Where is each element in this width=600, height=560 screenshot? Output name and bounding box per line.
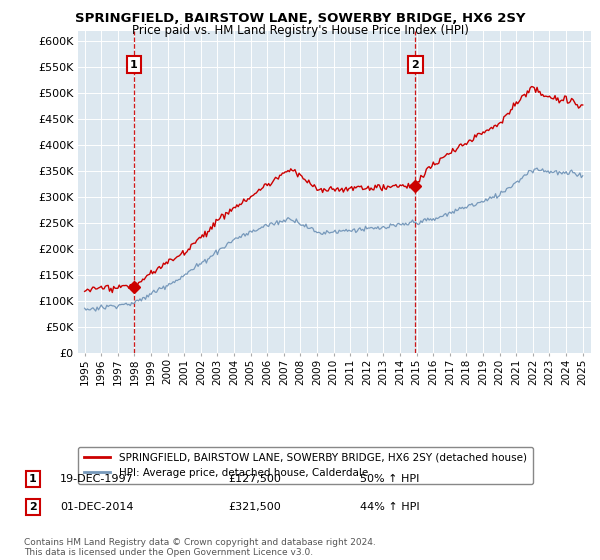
Legend: SPRINGFIELD, BAIRSTOW LANE, SOWERBY BRIDGE, HX6 2SY (detached house), HPI: Avera: SPRINGFIELD, BAIRSTOW LANE, SOWERBY BRID… [78,446,533,484]
Text: SPRINGFIELD, BAIRSTOW LANE, SOWERBY BRIDGE, HX6 2SY: SPRINGFIELD, BAIRSTOW LANE, SOWERBY BRID… [75,12,525,25]
Text: 1: 1 [130,59,138,69]
Text: Contains HM Land Registry data © Crown copyright and database right 2024.
This d: Contains HM Land Registry data © Crown c… [24,538,376,557]
Text: 2: 2 [412,59,419,69]
Text: Price paid vs. HM Land Registry's House Price Index (HPI): Price paid vs. HM Land Registry's House … [131,24,469,36]
Text: £127,500: £127,500 [228,474,281,484]
Text: 2: 2 [29,502,37,512]
Text: 19-DEC-1997: 19-DEC-1997 [60,474,134,484]
Text: £321,500: £321,500 [228,502,281,512]
Text: 01-DEC-2014: 01-DEC-2014 [60,502,133,512]
Text: 44% ↑ HPI: 44% ↑ HPI [360,502,419,512]
Text: 1: 1 [29,474,37,484]
Text: 50% ↑ HPI: 50% ↑ HPI [360,474,419,484]
